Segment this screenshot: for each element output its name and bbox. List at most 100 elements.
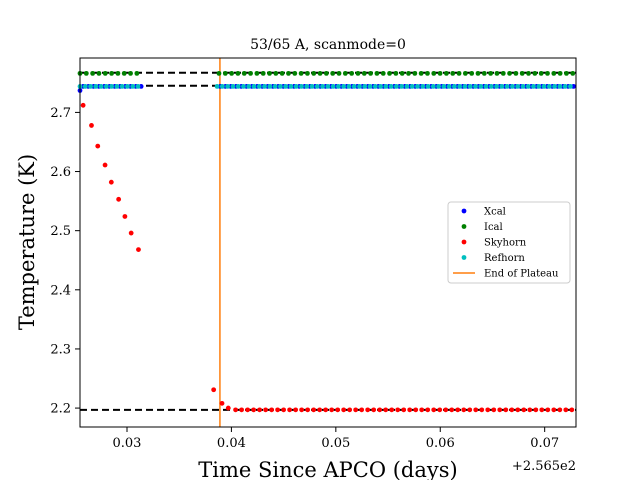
skyhorn-point <box>335 407 341 413</box>
legend-refhorn-label: Refhorn <box>484 253 525 264</box>
skyhorn-point <box>563 407 569 413</box>
refhorn-point <box>125 83 130 89</box>
refhorn-point <box>473 83 478 89</box>
ical-point <box>229 70 235 76</box>
ical-point <box>298 70 304 76</box>
skyhorn-point <box>377 407 383 413</box>
y-tick-label: 2.3 <box>50 342 71 357</box>
refhorn-point <box>214 83 220 89</box>
skyhorn-point <box>461 407 467 413</box>
refhorn-point <box>378 83 383 89</box>
skyhorn-point <box>293 407 299 413</box>
ical-point <box>450 70 456 76</box>
ical-point <box>425 70 430 76</box>
refhorn-point <box>425 83 431 89</box>
ical-point <box>305 70 310 76</box>
refhorn-point <box>367 83 373 89</box>
ical-point <box>355 70 361 76</box>
refhorn-point <box>277 83 283 89</box>
ical-point <box>241 70 247 76</box>
refhorn-point <box>478 83 484 89</box>
refhorn-point <box>525 83 531 89</box>
skyhorn-point <box>80 102 86 108</box>
ical-point <box>545 70 550 76</box>
skyhorn-point <box>287 407 293 413</box>
refhorn-point <box>562 83 568 89</box>
refhorn-point <box>246 83 252 89</box>
refhorn-point <box>420 83 426 89</box>
skyhorn-point <box>413 407 419 413</box>
skyhorn-point <box>263 407 269 413</box>
x-axis-offset-label: +2.565e2 <box>512 459 576 474</box>
ical-point <box>368 70 374 76</box>
y-axis-label: Temperature (K) <box>15 154 39 330</box>
refhorn-point <box>272 83 278 89</box>
skyhorn-point <box>473 407 479 413</box>
legend-skyhorn-label: Skyhorn <box>484 238 527 249</box>
skyhorn-point <box>211 387 217 393</box>
skyhorn-point <box>281 407 287 413</box>
refhorn-point <box>568 83 573 89</box>
refhorn-point <box>462 83 468 89</box>
legend-xcal-marker <box>461 208 467 214</box>
ical-point <box>393 70 399 76</box>
refhorn-point <box>230 83 236 89</box>
legend-refhorn-marker <box>461 255 467 260</box>
skyhorn-point <box>491 407 497 413</box>
ical-point <box>311 70 317 76</box>
skyhorn-point <box>383 407 389 413</box>
skyhorn-point <box>275 407 281 413</box>
ical-point <box>380 70 386 76</box>
refhorn-point <box>383 83 389 89</box>
ical-point <box>323 70 329 76</box>
ical-point <box>564 70 569 76</box>
ical-point <box>507 70 512 76</box>
ical-point <box>500 70 506 76</box>
ical-point <box>128 70 133 76</box>
refhorn-point <box>309 83 315 89</box>
ical-point <box>96 70 102 76</box>
skyhorn-point <box>467 407 473 413</box>
skyhorn-point <box>225 405 231 411</box>
skyhorn-point <box>389 407 395 413</box>
refhorn-point <box>235 83 241 89</box>
refhorn-point <box>109 83 115 89</box>
ical-point <box>235 70 241 76</box>
y-tick-label: 2.2 <box>50 402 71 417</box>
refhorn-point <box>219 83 225 89</box>
refhorn-point <box>531 83 536 89</box>
y-tick-label: 2.4 <box>50 283 71 298</box>
ical-point <box>336 70 342 76</box>
refhorn-point <box>457 83 463 89</box>
refhorn-point <box>98 83 104 89</box>
skyhorn-point <box>233 407 238 413</box>
refhorn-point <box>256 83 262 89</box>
ical-point <box>462 70 468 76</box>
refhorn-point <box>409 83 415 89</box>
refhorn-point <box>288 83 294 89</box>
refhorn-point <box>357 83 362 89</box>
ical-point <box>342 70 348 76</box>
skyhorn-point <box>305 407 311 413</box>
ical-point <box>273 70 279 76</box>
refhorn-point <box>299 83 304 89</box>
legend: Xcal Ical Skyhorn Refhorn End of Plateau <box>447 201 571 284</box>
skyhorn-point <box>311 407 317 413</box>
refhorn-point <box>135 83 141 89</box>
ical-point <box>456 70 462 76</box>
refhorn-point <box>346 83 352 89</box>
refhorn-point <box>293 83 299 89</box>
skyhorn-point <box>116 196 122 202</box>
ical-point <box>83 70 89 76</box>
refhorn-point <box>494 83 499 89</box>
ical-point <box>115 70 121 76</box>
refhorn-point <box>314 83 320 89</box>
skyhorn-point <box>527 407 533 413</box>
refhorn-point <box>510 83 515 89</box>
skyhorn-point <box>245 407 250 413</box>
skyhorn-point <box>317 407 323 413</box>
ical-point <box>317 70 323 76</box>
skyhorn-point <box>269 407 275 413</box>
ical-point <box>121 70 127 76</box>
skyhorn-point <box>323 407 329 413</box>
